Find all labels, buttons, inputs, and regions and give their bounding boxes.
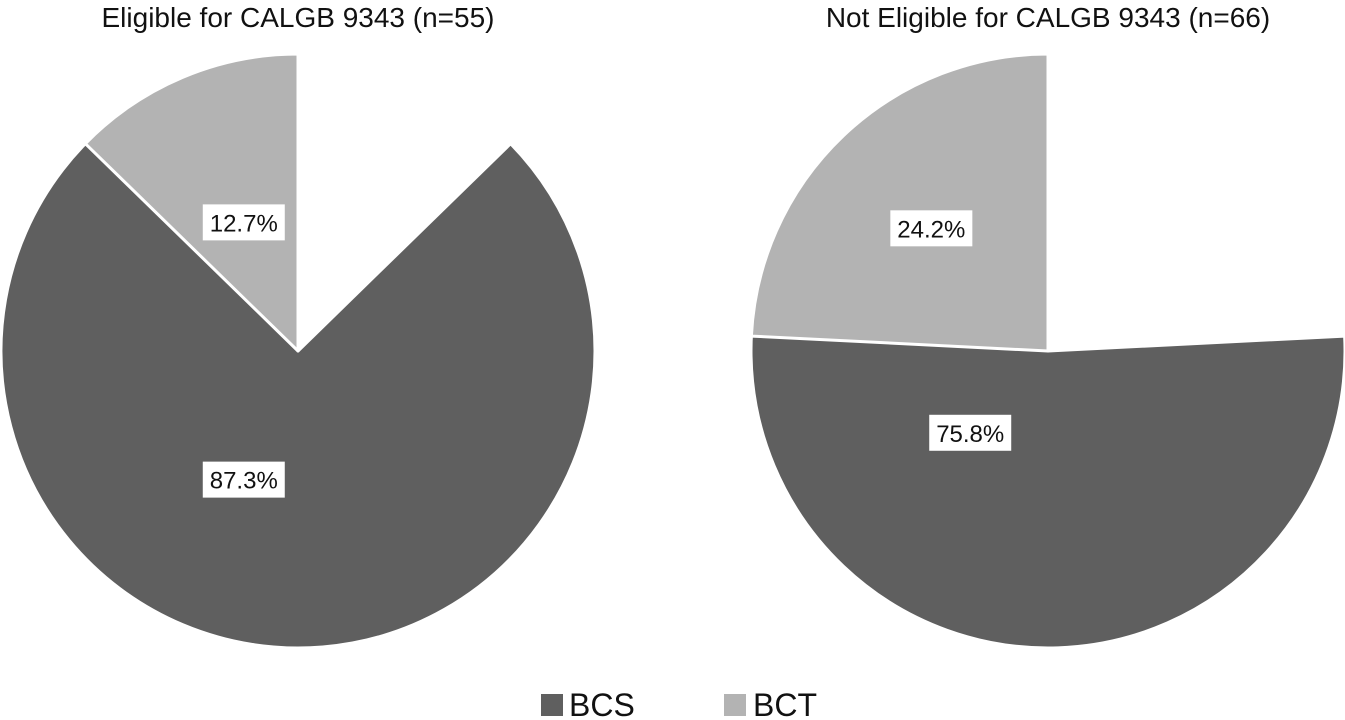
pie-chart-not-eligible: Not Eligible for CALGB 9343 (n=66) 75.8%… [749, 2, 1345, 650]
data-label-box-eligible-bcs [202, 461, 285, 498]
data-label-box-eligible-bct [202, 204, 285, 241]
chart-title-not-eligible: Not Eligible for CALGB 9343 (n=66) [826, 2, 1270, 33]
data-label-eligible-bct: 12.7% [210, 210, 278, 237]
data-label-eligible-bcs: 87.3% [210, 468, 278, 495]
legend-label-bct: BCT [753, 687, 817, 720]
data-label-box-not-eligible-bct [890, 210, 973, 247]
legend-swatch-bcs [541, 694, 563, 716]
data-label-not-eligible-bcs: 75.8% [936, 421, 1004, 448]
pie-chart-eligible: Eligible for CALGB 9343 (n=55) 87.3% 12.7… [0, 2, 597, 650]
pie-slice-not-eligible-bct [749, 52, 1050, 353]
legend-label-bcs: BCS [569, 687, 635, 720]
data-label-box-not-eligible-bcs [929, 414, 1012, 451]
legend-swatch-bct [724, 694, 746, 716]
legend-item-bct: BCT [724, 687, 817, 720]
pie-slice-eligible-bct [83, 52, 300, 353]
chart-title-eligible: Eligible for CALGB 9343 (n=55) [102, 2, 495, 33]
data-label-not-eligible-bct: 24.2% [897, 216, 965, 243]
legend-item-bcs: BCS [541, 687, 635, 720]
legend: BCS BCT [541, 687, 817, 720]
